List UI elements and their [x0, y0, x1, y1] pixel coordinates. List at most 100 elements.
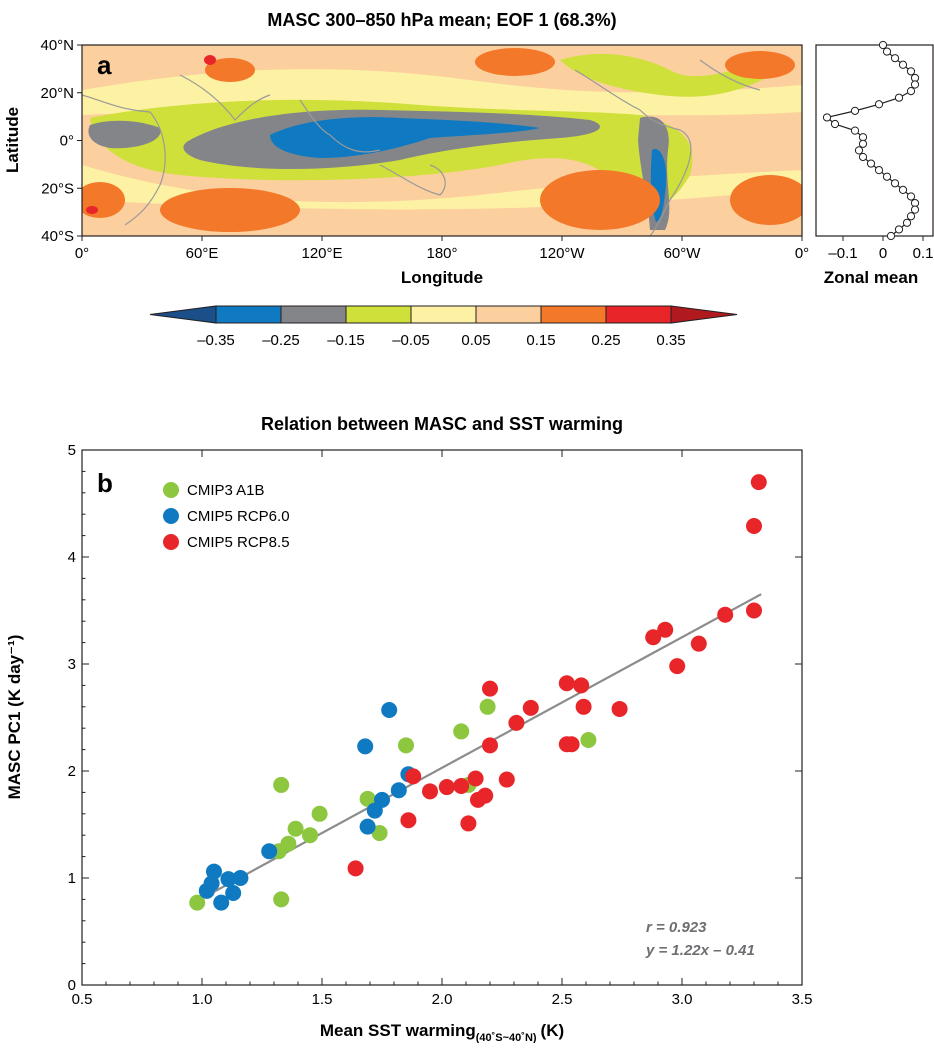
data-point	[273, 891, 290, 908]
map-y-tick-label: 20°N	[40, 85, 74, 102]
map-y-axis-label: Latitude	[3, 107, 22, 173]
x-tick-label: 1.0	[192, 991, 213, 1008]
map-orange-north-atlantic	[725, 51, 795, 79]
colorbar-segment	[280, 305, 347, 324]
data-point	[453, 777, 470, 794]
series-2	[347, 474, 767, 877]
data-point	[347, 860, 364, 877]
map-y-tick-label: 20°S	[41, 180, 74, 197]
zonal-mean-marker	[910, 205, 920, 214]
map-x-ticks: 0° 60°E 120°E 180° 120°W 60°W 0°	[75, 236, 809, 262]
x-tick-label: 2.5	[552, 991, 573, 1008]
zonal-mean-marker	[850, 126, 860, 135]
data-point	[746, 517, 762, 534]
data-point	[746, 602, 762, 619]
data-point	[460, 815, 477, 832]
x-tick-label: 1.5	[312, 991, 333, 1008]
colorbar-tick-label: –0.05	[392, 332, 430, 349]
data-point	[717, 606, 734, 623]
map-x-tick-label: 120°E	[301, 245, 342, 262]
map-y-tick-label: 40°N	[40, 37, 74, 54]
x-tick-label: 0.5	[72, 991, 93, 1008]
data-point	[558, 675, 575, 692]
map-blue-core	[270, 117, 540, 158]
zonal-mean-marker	[906, 192, 916, 201]
data-point	[273, 776, 290, 793]
data-point	[479, 698, 496, 715]
map-red-spot	[86, 206, 98, 214]
panel-a-letter: a	[97, 50, 112, 80]
data-point	[220, 871, 237, 888]
data-point	[280, 835, 297, 852]
zonal-mean-marker	[906, 87, 916, 96]
x-label-unit: (K)	[541, 1021, 565, 1040]
legend-label: CMIP5 RCP8.5	[187, 534, 290, 551]
data-point	[381, 702, 398, 719]
map-green-north	[560, 53, 780, 97]
map-orange-north-pacific	[475, 48, 555, 76]
zonal-mean-marker	[910, 80, 920, 89]
x-label-subscript: (40˚S~40˚N)	[476, 1032, 537, 1043]
colorbar-segment	[475, 305, 542, 324]
panel-a-title: MASC 300–850 hPa mean; EOF 1 (68.3%)	[267, 10, 616, 30]
data-point	[374, 791, 390, 808]
y-tick-label: 4	[68, 549, 76, 566]
map-x-tick-label: 0°	[795, 245, 809, 262]
correlation-label: r = 0.923	[646, 919, 707, 936]
data-point	[225, 884, 242, 901]
data-point	[453, 723, 470, 740]
zonal-mean-marker	[894, 225, 904, 234]
scatter-points	[189, 474, 767, 911]
scatter-axes: 0.5 1.0 1.5 2.0 2.5 3.0 3.5 0 1 2 3 4 5	[68, 442, 813, 1008]
data-point	[611, 700, 628, 717]
zonal-mean-marker	[902, 218, 912, 227]
y-tick-label: 0	[68, 977, 76, 994]
colorbar-tick-label: –0.25	[262, 332, 300, 349]
data-point	[575, 698, 592, 715]
colorbar-tick-label: –0.15	[327, 332, 365, 349]
zonal-mean-marker	[854, 146, 864, 155]
zonal-mean-marker	[858, 139, 868, 148]
data-point	[287, 820, 304, 837]
data-point	[477, 787, 494, 804]
zonal-mean-marker	[890, 179, 900, 188]
map-x-tick-label: 180°	[426, 245, 457, 262]
legend-marker	[163, 534, 179, 550]
zonal-mean-marker	[882, 172, 892, 181]
fit-equation-label: y = 1.22x – 0.41	[645, 942, 755, 959]
zonal-mean-marker	[822, 113, 832, 122]
data-point	[580, 731, 597, 748]
data-point	[359, 818, 376, 835]
zonal-mean-marker	[866, 159, 876, 168]
map-gray-west	[88, 120, 161, 149]
data-point	[573, 677, 590, 694]
zonal-mean-marker	[850, 106, 860, 115]
data-point	[508, 714, 525, 731]
map-orange-south-atlantic	[730, 175, 802, 225]
data-point	[213, 894, 230, 911]
x-tick-label: 2.0	[432, 991, 453, 1008]
zonal-mean-profile	[822, 40, 920, 241]
data-point	[302, 827, 318, 844]
data-point	[206, 863, 222, 880]
data-point	[311, 805, 328, 822]
data-point	[522, 699, 539, 716]
colorbar-extend-low	[149, 305, 217, 324]
data-point	[482, 737, 498, 754]
zonal-mean-marker	[874, 100, 884, 109]
map-red-spot-north	[204, 55, 216, 65]
zonal-mean-marker	[878, 40, 888, 50]
map-orange-indian-ocean	[160, 188, 300, 232]
data-point	[405, 768, 422, 785]
colorbar-segment	[605, 305, 672, 324]
data-point	[359, 790, 376, 807]
map-x-axis-label: Longitude	[401, 268, 483, 287]
colorbar-tick-label: 0.15	[526, 332, 555, 349]
map-y-tick-label: 0°	[60, 133, 74, 150]
data-point	[498, 771, 515, 788]
zonal-mean-marker	[894, 93, 904, 102]
zonal-mean-marker	[898, 60, 908, 69]
data-point	[563, 736, 580, 753]
data-point	[482, 680, 498, 697]
zonal-mean-marker	[886, 231, 896, 241]
